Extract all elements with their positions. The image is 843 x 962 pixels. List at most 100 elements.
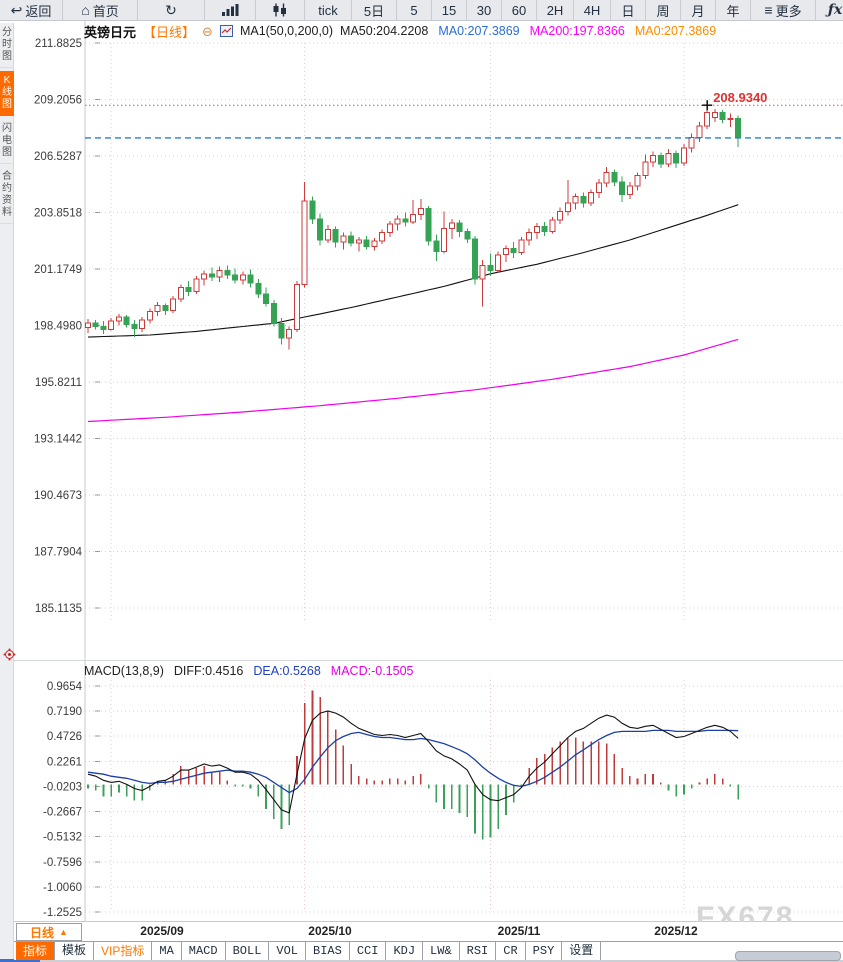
svg-text:0.4726: 0.4726 [47,731,82,743]
interval-month-button-label: 月 [691,3,705,19]
svg-text:187.7904: 187.7904 [34,547,83,559]
macd-hist-value: MACD:-0.1505 [330,663,414,678]
interval-30-button[interactable]: 30 [467,0,502,20]
macd-header: MACD(13,8,9) DIFF:0.4516 DEA:0.5268 MACD… [84,663,413,678]
back-icon: ↩ [10,2,23,18]
home-icon: ⌂ [81,2,90,18]
bottom-strip-accent [0,959,40,962]
more-button-label: 更多 [775,3,802,19]
interval-tick-button-label: tick [318,2,338,18]
interval-day-button[interactable]: 日 [611,0,646,20]
month-label-2025-11: 2025/11 [497,924,541,938]
ma-legend-entry-2: MA200:197.8366 [529,24,625,38]
interval-tick-button[interactable]: tick [305,0,352,20]
tab-cr[interactable]: CR [496,942,526,960]
interval-2h-button-label: 2H [546,2,564,18]
svg-text:-0.0203: -0.0203 [43,781,82,793]
interval-15-button[interactable]: 15 [432,0,467,20]
home-button-label: 首页 [92,3,119,19]
more-button[interactable]: ≡ 更多 [751,0,816,20]
ma-legend-entry-0: MA50:204.2208 [340,24,429,38]
svg-text:-1.0060: -1.0060 [43,882,82,894]
home-button[interactable]: ⌂ 首页 [63,0,138,20]
tab-vol[interactable]: VOL [269,942,307,960]
bar-chart-icon [222,4,239,16]
tab-bias[interactable]: BIAS [306,942,350,960]
tab-templates[interactable]: 模板 [55,942,95,960]
svg-text:206.5287: 206.5287 [34,151,82,163]
svg-text:198.4980: 198.4980 [34,321,82,333]
menu-icon: ≡ [764,2,773,18]
interval-5d-button[interactable]: 5日 [352,0,397,20]
svg-text:203.8518: 203.8518 [34,208,82,220]
interval-4h-button[interactable]: 4H [574,0,611,20]
svg-text:193.1442: 193.1442 [34,434,82,446]
interval-2h-button[interactable]: 2H [537,0,574,20]
tab-boll[interactable]: BOLL [226,942,270,960]
indicator-settings-icon[interactable] [5,650,14,659]
symbol-name: 英镑日元 [84,24,137,40]
ma-settings-label: MA1(50,0,200,0) [239,24,334,38]
period-selector-label: 日线 [30,925,55,940]
svg-text:0.2261: 0.2261 [47,756,82,768]
horizontal-scrollbar-thumb[interactable] [735,951,841,961]
tab-ma[interactable]: MA [152,942,182,960]
interval-week-button[interactable]: 周 [646,0,681,20]
tab-indicators[interactable]: 指标 [16,942,56,960]
fx-button[interactable]: ƒx [816,0,843,20]
month-label-2025-12: 2025/12 [654,924,698,938]
svg-text:195.8211: 195.8211 [35,377,82,389]
tab-rsi[interactable]: RSI [460,942,497,960]
svg-text:208.9340: 208.9340 [713,90,767,105]
interval-week-button-label: 周 [656,3,670,19]
svg-text:201.1749: 201.1749 [34,264,82,276]
macd-chart[interactable]: 0.9654 0.7190 0.4726 0.2261 -0.0203 -0.2667 -0… [14,660,843,922]
interval-day-button-label: 日 [621,3,635,19]
interval-5-button-label: 5 [410,2,418,18]
svg-text:211.8825: 211.8825 [35,38,82,50]
collapse-icon[interactable]: ⊖ [202,23,213,39]
sidebar-item-3[interactable]: 合约资料 [0,167,14,224]
month-label-2025-10: 2025/10 [308,924,352,938]
svg-text:0.9654: 0.9654 [47,681,83,693]
svg-text:-1.2525: -1.2525 [43,907,82,919]
interval-year-button-label: 年 [726,3,740,19]
svg-text:-0.7596: -0.7596 [43,857,82,869]
macd-diff-value: DIFF:0.4516 [173,663,244,678]
period-selector[interactable]: 日线 ▲ [16,923,82,941]
tab-vip-indicators[interactable]: VIP指标 [94,942,153,960]
interval-15-button-label: 15 [441,2,457,18]
interval-year-button[interactable]: 年 [716,0,751,20]
tab-settings[interactable]: 设置 [562,942,602,960]
tab-psy[interactable]: PSY [526,942,563,960]
tab-macd[interactable]: MACD [182,942,226,960]
bar-chart-button[interactable] [205,0,256,20]
tab-kdj[interactable]: KDJ [386,942,424,960]
fx-button-label: ƒx [827,2,843,18]
interval-5-button[interactable]: 5 [397,0,432,20]
tab-lw[interactable]: LW& [423,942,460,960]
back-button[interactable]: ↩ 返回 [0,0,63,20]
ma-legend-entry-3: MA0:207.3869 [634,24,717,38]
back-button-label: 返回 [25,3,52,19]
interval-60-button[interactable]: 60 [502,0,537,20]
svg-text:-0.2667: -0.2667 [43,807,82,819]
month-label-2025-09: 2025/09 [140,924,184,938]
macd-title: MACD(13,8,9) [84,663,164,678]
mini-chart-icon[interactable] [219,25,233,37]
sidebar-item-1[interactable]: K线图 [0,71,14,116]
candlestick-button[interactable] [256,0,305,20]
sidebar-item-2[interactable]: 闪电图 [0,119,14,164]
interval-5d-button-label: 5日 [363,3,385,19]
svg-text:209.2056: 209.2056 [34,95,82,107]
price-chart[interactable]: 211.8825 209.2056 206.5287 203.8518 201.1749… [14,21,843,660]
refresh-button[interactable]: ↻ [138,0,205,20]
svg-text:-0.5132: -0.5132 [43,832,82,844]
sidebar-item-0[interactable]: 分时图 [0,23,14,68]
period-badge: 【日线】 [143,24,196,40]
tab-cci[interactable]: CCI [350,942,387,960]
x-axis-row: 日线 ▲ 2025/09 2025/10 2025/11 2025/12 [14,922,843,941]
interval-month-button[interactable]: 月 [681,0,716,20]
